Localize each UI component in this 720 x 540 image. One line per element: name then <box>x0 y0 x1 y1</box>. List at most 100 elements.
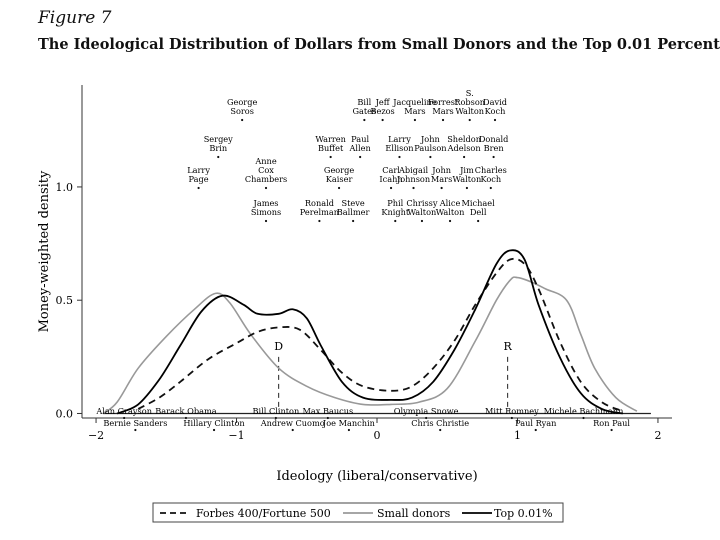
y-axis-ticks: 0.0 0.5 1.0 <box>56 181 82 420</box>
donor-point <box>389 186 393 190</box>
figure-title: The Ideological Distribution of Dollars … <box>38 36 720 53</box>
politician-label-text: Joe Manchin <box>322 418 376 428</box>
politician-point <box>291 428 294 432</box>
politician-point <box>534 428 537 432</box>
donor-point <box>412 186 415 190</box>
y-axis-title: Money-weighted density <box>37 170 52 332</box>
politician-point <box>610 428 613 432</box>
x-tick-label: 0 <box>374 429 381 442</box>
donor-label-line: Walton <box>453 174 482 184</box>
politician-label-text: Bernie Sanders <box>103 418 167 428</box>
donor-label-line: Jim <box>459 165 474 175</box>
politician-point <box>425 416 428 420</box>
donor-label-line: Jeff <box>375 97 391 107</box>
donor-label-line: John <box>420 134 440 144</box>
politician-label: Paul Ryan <box>515 418 557 432</box>
donor-label-line: Cox <box>258 165 274 175</box>
donor-point <box>398 155 401 159</box>
donor-point <box>420 219 424 223</box>
politician-annotations: Alan Grayson Barack Obama Bill Clinton Max … <box>95 406 630 432</box>
legend: Forbes 400/Fortune 500 Small donors Top 0.… <box>152 502 564 523</box>
politician-point <box>439 428 442 432</box>
politician-point <box>274 416 277 420</box>
politician-point <box>347 428 351 432</box>
donor-label-line: Forrest <box>428 97 459 107</box>
donor-label-line: Adelson <box>447 143 482 153</box>
donor-label-line: Soros <box>230 106 254 116</box>
donor-label-line: James <box>253 198 279 208</box>
donor-point <box>337 186 341 190</box>
donor-label-line: Perelman <box>300 207 340 217</box>
donor-label-line: Donald <box>479 134 509 144</box>
politician-label-text: Bill Clinton <box>252 406 299 416</box>
donor-label-line: Koch <box>480 174 501 184</box>
politician-label-text: Chris Christie <box>411 418 469 428</box>
donor-label-line: S. <box>466 88 474 98</box>
politician-label: Ron Paul <box>593 418 630 432</box>
politician-label-text: Michele Bachmann <box>544 406 624 416</box>
donor-label-line: Mars <box>432 106 453 116</box>
donor-point <box>477 219 480 223</box>
politician-point <box>510 416 513 420</box>
politician-label: Alan Grayson <box>95 406 153 420</box>
y-tick-label: 1.0 <box>56 181 74 194</box>
donor-label-line: Gates <box>352 106 376 116</box>
politician-label-text: Max Baucus <box>302 406 353 416</box>
donor-point <box>440 186 443 190</box>
donor-label-line: Dell <box>470 207 487 217</box>
x-tick-label: 2 <box>654 429 661 442</box>
donor-point <box>352 219 355 223</box>
politician-label: Mitt Romney <box>485 406 539 420</box>
donor-label-line: Larry <box>187 165 210 175</box>
donor-label-line: Chambers <box>245 174 287 184</box>
donor-label-line: Robson <box>454 97 485 107</box>
politician-label-text: Hillary Clinton <box>183 418 245 428</box>
donor-point <box>492 155 495 159</box>
donor-label-line: Allen <box>349 143 372 153</box>
donor-label-line: George <box>324 165 354 175</box>
politician-point <box>582 416 585 420</box>
donor-point <box>489 186 492 190</box>
politician-label-text: Ron Paul <box>593 418 630 428</box>
politician-label-text: Paul Ryan <box>515 418 557 428</box>
donor-point <box>318 219 321 223</box>
donor-label-line: Warren <box>315 134 346 144</box>
donor-label-line: Abigail <box>398 165 429 175</box>
politician-label: Joe Manchin <box>322 418 376 432</box>
donor-point <box>413 118 417 122</box>
politician-label: Barack Obama <box>155 406 217 420</box>
marker-label-r: R <box>503 340 512 353</box>
politician-label: Michele Bachmann <box>544 406 624 420</box>
donor-label-line: Charles <box>475 165 507 175</box>
donor-point <box>441 118 445 122</box>
donor-label-line: Jacqueline <box>392 97 437 107</box>
donor-point <box>465 186 469 190</box>
donor-point <box>241 118 244 122</box>
donor-label-line: Brin <box>209 143 228 153</box>
y-tick-label: 0.0 <box>56 407 74 420</box>
donor-point <box>329 155 332 159</box>
x-tick-label: 1 <box>514 429 521 442</box>
politician-label: Chris Christie <box>411 418 469 432</box>
donor-label-line: Bezos <box>370 106 394 116</box>
legend-label-0: Forbes 400/Fortune 500 <box>196 507 331 520</box>
politician-point <box>212 428 216 432</box>
donor-point <box>448 219 452 223</box>
donor-label-line: Bill <box>357 97 371 107</box>
legend-label-1: Small donors <box>377 507 451 520</box>
